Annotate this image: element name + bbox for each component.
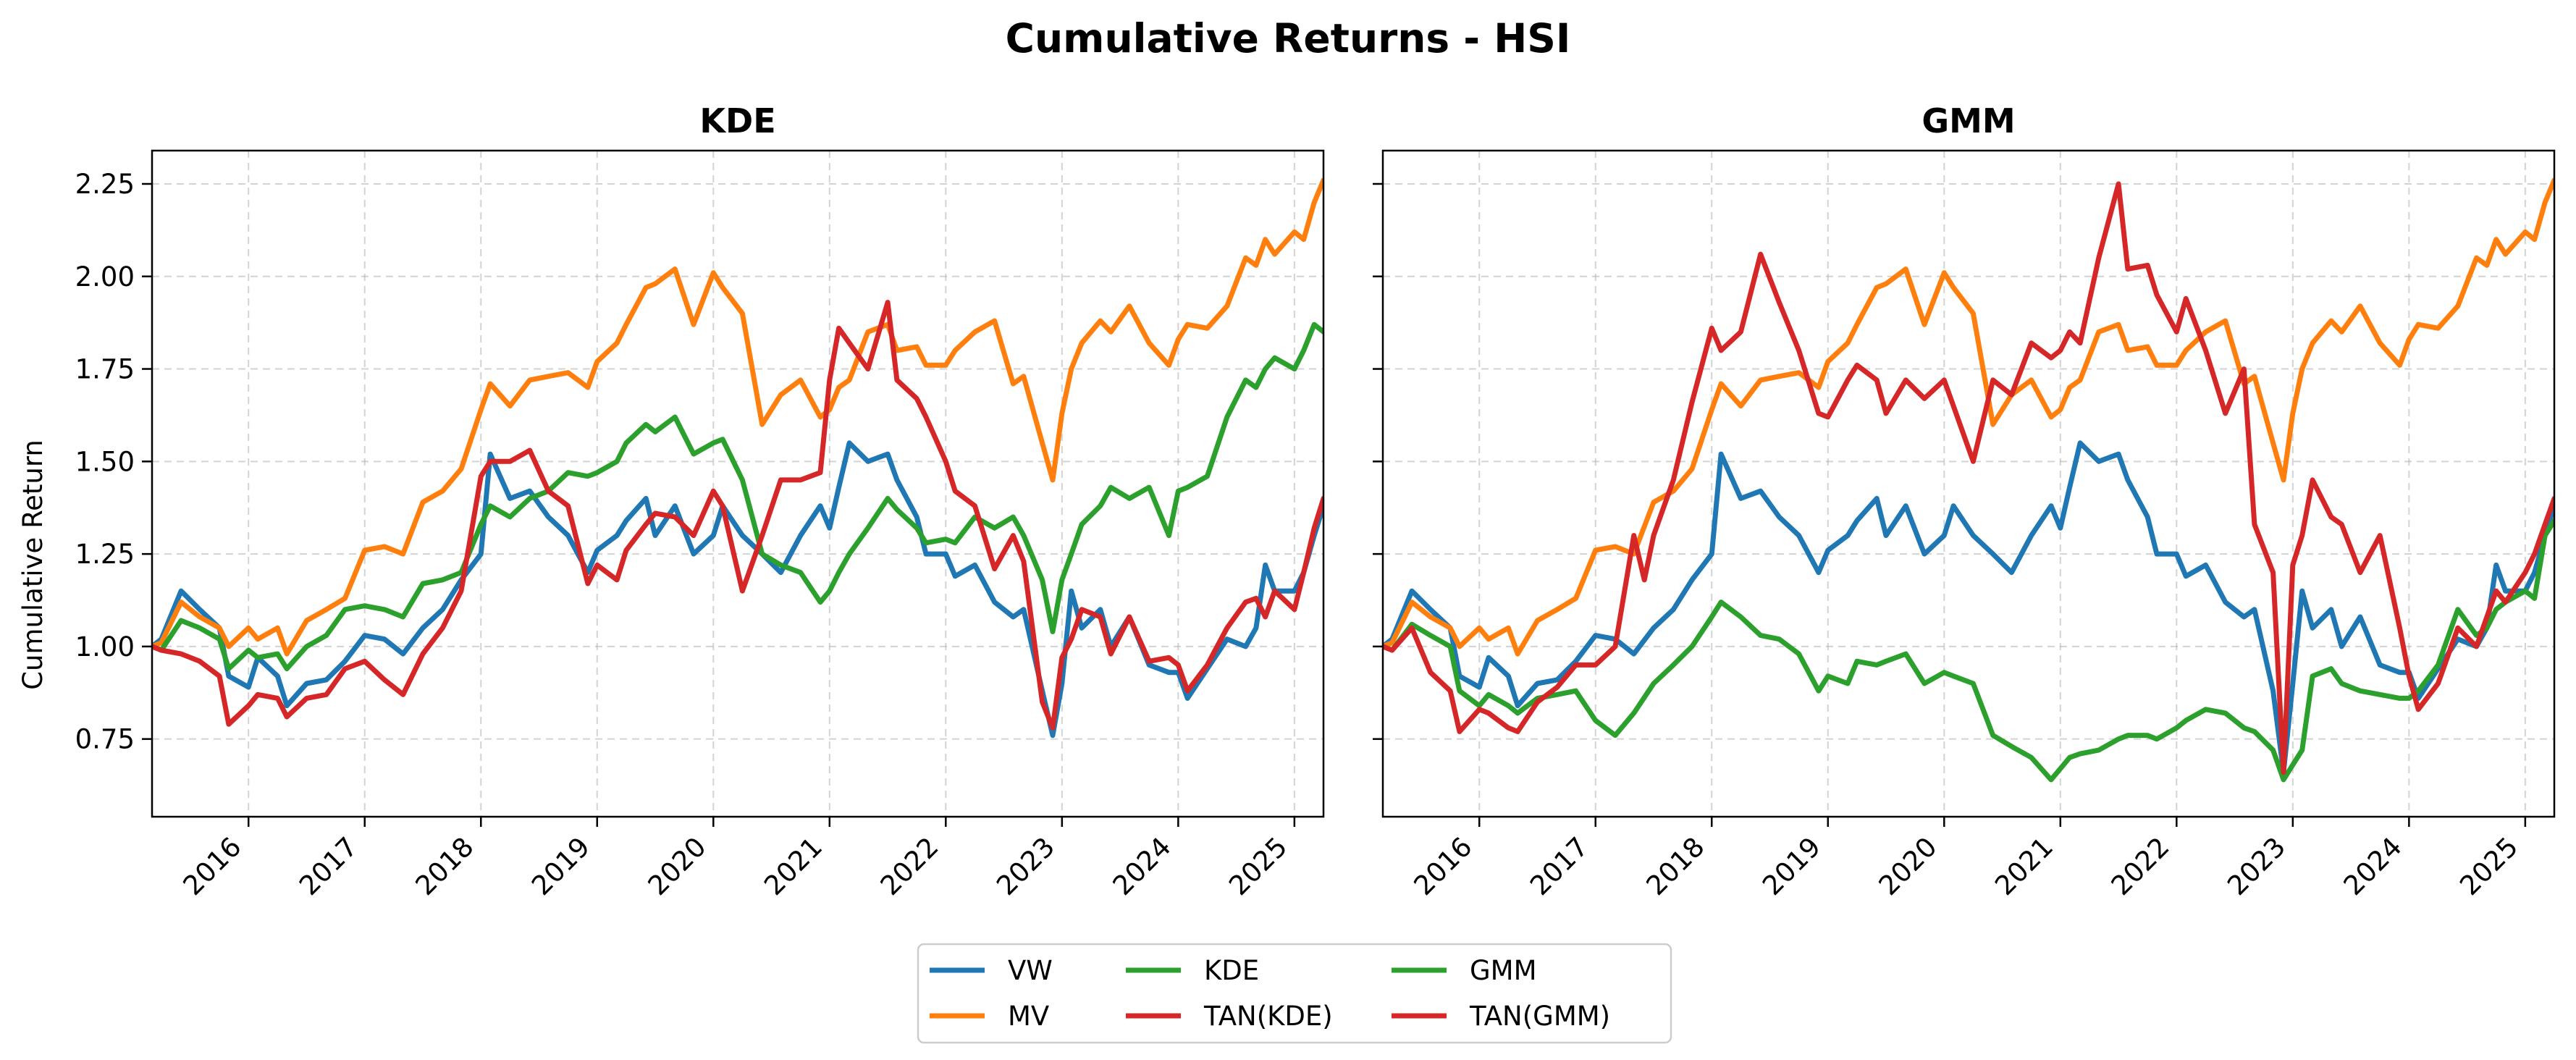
series-line-tan-gmm xyxy=(1383,181,2554,775)
legend-label: MV xyxy=(1008,1001,1049,1032)
legend-label: KDE xyxy=(1204,955,1259,986)
x-tick-label: 2018 xyxy=(410,831,480,901)
legend: VW MV KDE TAN(KDE) GMM TAN(GMM) xyxy=(917,943,1672,1044)
series-line-vw xyxy=(152,440,1323,739)
y-tick-label: 2.25 xyxy=(75,169,135,200)
x-tick-label: 2023 xyxy=(990,831,1061,901)
y-tick-label: 1.25 xyxy=(75,539,135,570)
legend-label: VW xyxy=(1008,955,1053,986)
x-tick-label: 2018 xyxy=(1641,831,1711,901)
legend-item: MV xyxy=(930,1001,1049,1032)
series-line-vw xyxy=(1383,440,2554,775)
y-tick-label: 0.75 xyxy=(75,724,135,755)
plot-frame xyxy=(151,149,1325,818)
x-tick-label: 2019 xyxy=(1756,831,1827,901)
x-tick-label: 2022 xyxy=(2105,831,2176,901)
x-tick-label: 2025 xyxy=(1223,831,1293,901)
legend-item: GMM xyxy=(1392,955,1537,986)
x-tick-label: 2017 xyxy=(293,831,363,901)
series-line-mv xyxy=(1383,177,2554,657)
x-tick-label: 2021 xyxy=(1989,831,2059,901)
y-tick-label: 1.50 xyxy=(75,446,135,477)
x-tick-label: 2025 xyxy=(2454,831,2524,901)
x-tick-label: 2017 xyxy=(1524,831,1594,901)
series-line-gmm xyxy=(1383,518,2554,783)
x-tick-label: 2024 xyxy=(1107,831,1177,901)
y-tick-label: 1.75 xyxy=(75,354,135,385)
legend-label: TAN(GMM) xyxy=(1469,1001,1610,1032)
x-tick-label: 2022 xyxy=(875,831,945,901)
series-line-mv xyxy=(152,177,1323,657)
x-tick-label: 2020 xyxy=(642,831,712,901)
legend-item: VW xyxy=(930,955,1053,986)
plot-frame xyxy=(1381,149,2556,818)
series-line-tan-kde xyxy=(152,300,1323,731)
panel-title: GMM xyxy=(1922,101,2015,140)
x-tick-label: 2019 xyxy=(526,831,596,901)
panel-kde: KDE 2016 2017 2018 2019 2020 2021 2022 2023 2024 2… xyxy=(75,101,1325,901)
y-tick-label: 1.00 xyxy=(75,631,135,662)
panel-title: KDE xyxy=(699,101,775,140)
x-tick-label: 2023 xyxy=(2221,831,2291,901)
series-line-kde xyxy=(152,321,1323,672)
series-group xyxy=(152,177,1323,739)
legend-item: KDE xyxy=(1126,955,1259,986)
x-tick-label: 2016 xyxy=(177,831,248,901)
panels: KDE 2016 2017 2018 2019 2020 2021 2022 2023 2024 2… xyxy=(75,101,2556,901)
y-tick-label: 2.00 xyxy=(75,261,135,293)
legend-item: TAN(GMM) xyxy=(1392,1001,1610,1032)
x-tick-label: 2021 xyxy=(758,831,828,901)
panel-gmm: GMM 2016 2017 2018 2019 2020 2021 2022 2023 2024 2… xyxy=(1373,101,2556,901)
series-group xyxy=(1383,177,2554,783)
y-axis-label: Cumulative Return xyxy=(17,439,49,690)
legend-item: TAN(KDE) xyxy=(1126,1001,1333,1032)
x-tick-label: 2016 xyxy=(1408,831,1478,901)
x-tick-label: 2024 xyxy=(2338,831,2408,901)
legend-label: GMM xyxy=(1470,955,1537,986)
legend-frame xyxy=(917,943,1672,1044)
x-tick-label: 2020 xyxy=(1873,831,1943,901)
chart-title: Cumulative Returns - HSI xyxy=(1006,15,1571,62)
legend-label: TAN(KDE) xyxy=(1203,1001,1333,1032)
